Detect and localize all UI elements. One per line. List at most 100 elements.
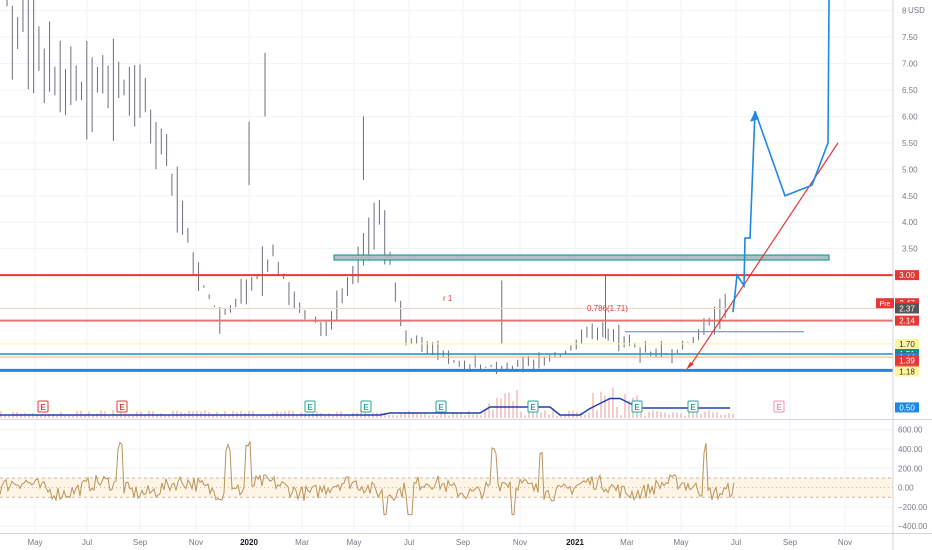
volume-bar [544,410,546,418]
horizontal-levels [0,254,893,372]
volume-bar [228,415,230,418]
price-axis-tick: 6.50 [902,86,918,95]
volume-bar [688,410,690,418]
volume-bar [164,414,166,418]
price-axis-tick: 5.00 [902,165,918,174]
price-tag: 0.50 [895,402,919,413]
x-axis-label: May [27,538,42,547]
earnings-marker[interactable]: E [304,400,316,413]
resistance-box [333,254,830,261]
volume-bar [704,411,706,418]
volume-bar [404,412,406,418]
earnings-marker-label: E [690,403,696,412]
volume-bar [396,415,398,418]
osc-axis-tick: 200.00 [898,464,923,473]
volume-bar [424,413,426,418]
volume-bar [128,415,130,418]
volume-bar [168,414,170,418]
volume-bar [420,413,422,418]
volume-bar [560,415,562,418]
volume-bar [40,415,42,418]
volume-bar [132,414,134,418]
volume-bar [624,393,626,418]
price-axis-tick: 7.00 [902,59,918,68]
volume-bar [584,414,586,418]
earnings-marker[interactable]: E [527,400,539,413]
earnings-marker[interactable]: E [687,400,699,413]
volume-bar [264,414,266,418]
volume-bar [496,397,498,418]
volume-bar [492,410,494,418]
volume-bar [440,413,442,418]
volume-bar [452,412,454,418]
earnings-marker[interactable]: E [631,400,643,413]
x-axis-label: Nov [838,538,852,547]
volume-bar [84,415,86,418]
price-tag: 1.39 [895,355,919,366]
volume-bar [52,413,54,418]
earnings-marker[interactable]: E [360,400,372,413]
volume-bar [592,392,594,418]
earnings-marker-label: E [363,403,369,412]
volume-bar [656,410,658,418]
volume-bar [72,415,74,418]
price-tag: 3.00 [895,270,919,281]
volume-bar [408,410,410,418]
volume-bar [464,415,466,418]
grid [0,0,893,532]
volume-bar [660,411,662,418]
volume-bar [712,412,714,418]
volume-bar [8,415,10,418]
osc-axis-tick: −200.00 [898,503,928,512]
volume-bar [448,415,450,418]
volume-bar [644,415,646,418]
volume-bar [484,409,486,418]
earnings-marker[interactable]: E [37,400,49,413]
volume-bar [552,410,554,418]
volume-bar [512,401,514,418]
volume-bar [528,412,530,418]
oscillator-pane [0,441,893,516]
volume-bar [684,415,686,418]
volume-bar [112,410,114,418]
earnings-marker-label: E [776,403,782,412]
x-axis-label: Jul [82,538,92,547]
volume-bar [472,414,474,418]
volume-bar [540,412,542,418]
volume-bar [536,410,538,418]
volume-bar [600,391,602,418]
volume-bar [732,413,734,418]
volume-bar [56,414,58,418]
projection-arrowhead [750,111,759,122]
volume-bar [548,414,550,418]
volume-bar [400,413,402,418]
volume-bar [716,412,718,418]
currency-label: USD [908,6,925,15]
volume-bar [48,413,50,418]
osc-line [0,441,735,516]
volume-bar [476,414,478,418]
price-axis-tick: 4.50 [902,192,918,201]
volume-bar [416,413,418,418]
earnings-marker[interactable]: E [435,400,447,413]
earnings-marker[interactable]: E [773,400,785,413]
volume-bar [268,415,270,418]
volume-bar [412,412,414,418]
x-axis-label: Sep [783,538,798,547]
osc-axis-tick: −400.00 [898,522,928,531]
earnings-marker[interactable]: E [116,400,128,413]
x-axis-label: Sep [456,538,471,547]
price-tag: 2.14 [895,315,919,326]
volume-bar [488,402,490,418]
volume-bar [508,392,510,418]
volume-bar [652,410,654,418]
volume-bar [432,415,434,418]
price-tag-value: 2.37 [899,304,915,313]
fib-label: 0.786(1.71) [587,304,628,313]
volume-bar [500,398,502,418]
volume-bar [620,415,622,418]
volume-histogram [0,387,734,418]
x-axis-label: Jul [404,538,414,547]
